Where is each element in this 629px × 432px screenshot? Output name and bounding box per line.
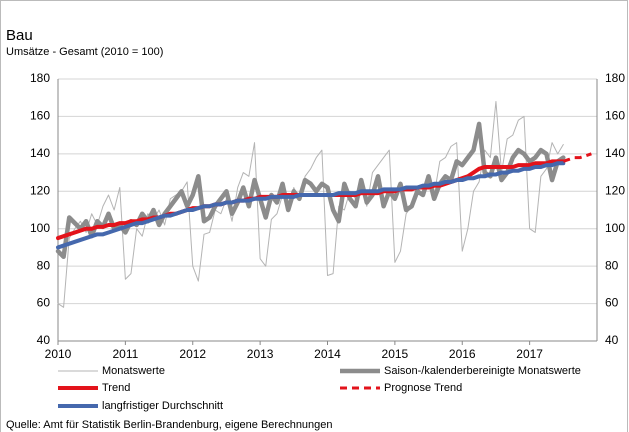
series-line (562, 152, 592, 163)
y2-tick-label: 100 (605, 221, 625, 235)
series-line (55, 121, 566, 260)
y-tick-label: 80 (37, 258, 51, 272)
y-tick-label: 40 (37, 333, 51, 347)
x-tick-label: 2014 (314, 347, 341, 361)
series-line (57, 100, 564, 308)
y2-tick-label: 180 (605, 71, 625, 85)
legend-label: Trend (102, 382, 130, 394)
chart-title: Bau (6, 27, 33, 44)
x-tick-label: 2013 (247, 347, 274, 361)
source-note: Quelle: Amt für Statistik Berlin-Branden… (6, 419, 333, 431)
y-tick-label: 140 (30, 146, 50, 160)
y-tick-label: 120 (30, 183, 50, 197)
y2-tick-label: 60 (605, 296, 619, 310)
y2-tick-label: 160 (605, 109, 625, 123)
x-tick-label: 2011 (112, 347, 138, 361)
x-tick-label: 2017 (516, 347, 543, 361)
legend-label: langfristiger Durchschnitt (102, 400, 223, 412)
x-tick-label: 2016 (449, 347, 476, 361)
legend-label: Saison-/kalenderbereinigte Monatswerte (384, 365, 581, 377)
y-tick-label: 180 (30, 71, 50, 85)
x-tick-label: 2010 (45, 347, 72, 361)
legend-label: Prognose Trend (384, 382, 462, 394)
y-tick-label: 160 (30, 109, 50, 123)
y2-tick-label: 120 (605, 183, 625, 197)
x-tick-label: 2012 (179, 347, 206, 361)
legend-label: Monatswerte (102, 365, 165, 377)
chart-subtitle: Umsätze - Gesamt (2010 = 100) (6, 46, 163, 58)
y2-tick-label: 80 (605, 258, 619, 272)
y-tick-label: 60 (37, 296, 51, 310)
y2-tick-label: 40 (605, 333, 619, 347)
series-line (56, 161, 566, 250)
y2-tick-label: 140 (605, 146, 625, 160)
x-tick-label: 2015 (382, 347, 409, 361)
y-tick-label: 100 (30, 221, 50, 235)
